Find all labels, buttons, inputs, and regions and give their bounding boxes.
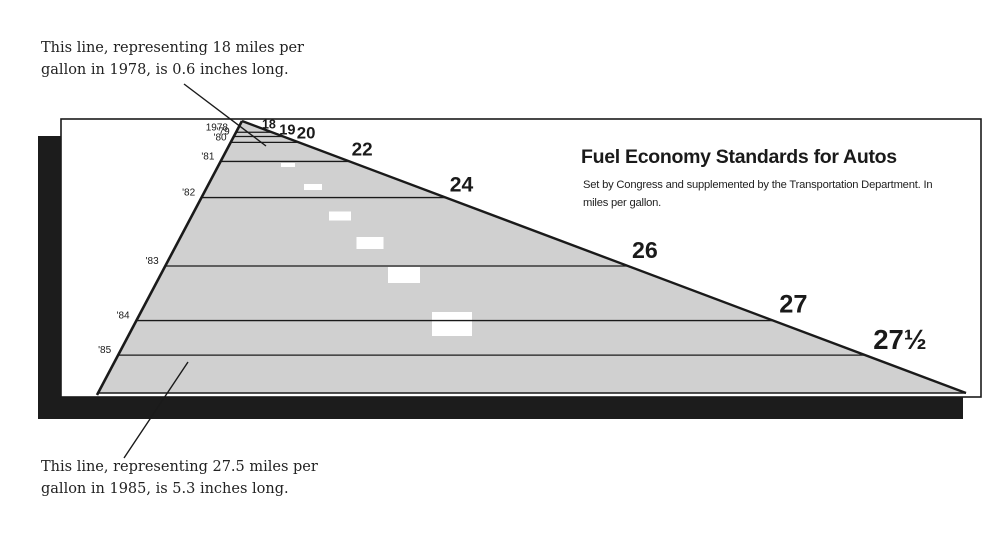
annotation-top: This line, representing 18 miles per gal… (41, 40, 304, 78)
value-label-4: 24 (450, 174, 474, 197)
year-label-5: '83 (146, 256, 159, 267)
year-label-3: '81 (201, 151, 214, 162)
year-label-6: '84 (117, 311, 130, 322)
lane-dash (281, 163, 295, 167)
year-label-7: '85 (98, 345, 111, 356)
lane-dash (356, 237, 384, 249)
shadow-left (38, 136, 62, 419)
value-label-2: 20 (297, 123, 316, 142)
year-label-1: '79 (217, 127, 230, 138)
shadow-bottom (38, 397, 963, 419)
value-label-1: 19 (279, 123, 295, 139)
lane-dash (388, 267, 420, 283)
value-label-6: 27 (779, 291, 807, 319)
road-left-edge (95, 120, 244, 396)
value-label-3: 22 (352, 139, 373, 160)
annotation-top-leader (183, 83, 267, 147)
year-label-4: '82 (182, 188, 195, 199)
chart-title: Fuel Economy Standards for Autos (581, 146, 897, 168)
lane-dash (304, 184, 322, 190)
chart-subtitle: Set by Congress and supplemented by the … (583, 179, 933, 209)
value-label-7: 27½ (873, 324, 927, 355)
year-label-2: '80 (214, 132, 227, 143)
value-label-0: 18 (262, 117, 276, 131)
year-label-0: 1978 (206, 122, 229, 133)
lane-dash (329, 211, 351, 221)
value-label-5: 26 (632, 237, 658, 263)
annotation-bottom-leader (123, 361, 189, 459)
annotation-bottom: This line, representing 27.5 miles per g… (41, 459, 318, 497)
road-right-edge (241, 119, 967, 395)
lane-dash (432, 312, 472, 336)
